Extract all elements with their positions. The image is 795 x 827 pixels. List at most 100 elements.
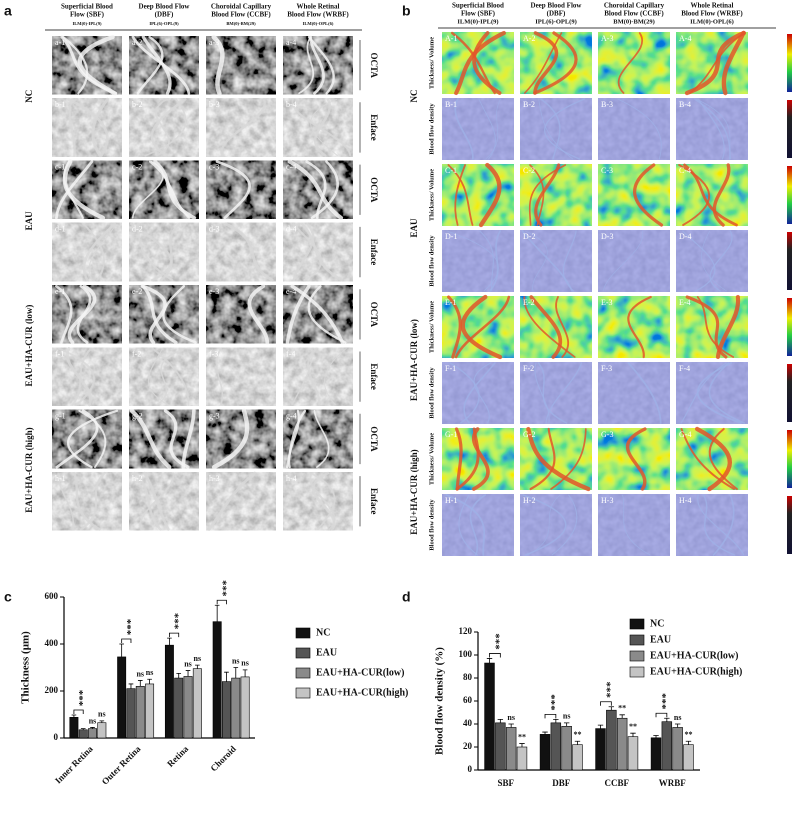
vessel [312, 471, 336, 531]
vessel [136, 35, 164, 95]
tile-label: F-1 [445, 364, 456, 373]
vessel [324, 347, 347, 406]
error-bar [185, 670, 191, 677]
vessel [555, 296, 570, 358]
tile-label: h-2 [132, 474, 143, 483]
significance-label: ns [194, 654, 202, 663]
vessel [544, 98, 586, 160]
column-subtitle: IPL(6)-OPL(9) [149, 21, 179, 26]
vessel [521, 230, 573, 292]
error-bar [674, 723, 681, 728]
significance-label: ** [573, 730, 581, 739]
vessel [141, 284, 178, 345]
legend-label: EAU+HA-CUR(high) [316, 687, 408, 698]
x-tick-label: Retina [165, 743, 190, 768]
vessel [446, 230, 499, 292]
column-title: Choroidal Capillary [211, 3, 272, 11]
map-image [520, 494, 592, 556]
bar [683, 744, 694, 771]
octa-image [206, 160, 276, 219]
vessel [485, 98, 501, 160]
vessel [290, 284, 345, 345]
tile-label: b-1 [55, 100, 66, 109]
panel-letter: d [402, 589, 411, 605]
significance-label: ns [89, 716, 97, 725]
vessel [291, 98, 352, 157]
vessel [697, 494, 745, 556]
bar [240, 676, 250, 739]
vessel [712, 494, 735, 556]
column-title: Superficial Blood [61, 3, 113, 11]
x-tick-label: WRBF [659, 778, 687, 788]
vessel [454, 295, 511, 359]
column-title: Choroidal Capillary [604, 2, 665, 10]
row-type-label: Blood flow density [428, 235, 435, 287]
bar [126, 688, 136, 739]
tile-label: E-2 [523, 298, 535, 307]
vessel [211, 408, 250, 470]
error-bar [497, 719, 504, 723]
tile-label: H-3 [601, 496, 613, 505]
vessel [78, 409, 107, 469]
tile-label: a-1 [55, 38, 65, 47]
legend-label: NC [316, 627, 330, 638]
x-tick-label: SBF [497, 778, 514, 788]
vessel [88, 223, 117, 281]
x-tick-label: Inner Retina [53, 743, 95, 785]
vessel [534, 362, 550, 424]
y-tick-label: 40 [463, 718, 473, 728]
bar [164, 644, 174, 739]
color-bar [787, 298, 792, 356]
y-tick-label: 0 [468, 764, 473, 774]
octa-image [206, 409, 276, 469]
panel-letter: a [4, 3, 12, 19]
vessel [680, 362, 727, 424]
vessel [708, 362, 746, 424]
vessel [57, 347, 95, 406]
significance-label: *** [545, 694, 557, 711]
vessel [163, 409, 190, 469]
color-bar [787, 34, 792, 92]
significance-label: ns [146, 668, 154, 677]
legend-swatch [295, 667, 311, 679]
vessel [62, 159, 106, 221]
vessel [522, 494, 567, 556]
vessel [207, 471, 257, 531]
tile-label: c-2 [132, 162, 142, 171]
significance-label: ns [98, 710, 106, 719]
bar [135, 685, 145, 739]
significance-label: ns [136, 669, 144, 678]
map-image [676, 494, 748, 556]
vessel [709, 230, 733, 292]
octa-image [52, 347, 122, 406]
error-bar [653, 735, 659, 738]
map-image [442, 164, 514, 226]
column-title: Blood Flow (CCBF) [211, 11, 271, 19]
bar [174, 677, 184, 739]
error-bar [80, 728, 86, 730]
bar [516, 746, 528, 771]
vessel [307, 347, 321, 406]
bar [672, 727, 683, 771]
map-image [442, 98, 514, 160]
vessel [57, 472, 75, 531]
color-bar [787, 496, 792, 554]
vessel [447, 295, 462, 359]
column-title: Whole Retinal [691, 2, 734, 10]
vessel [689, 32, 746, 94]
vessel [454, 30, 506, 96]
row-type-label: Enface [369, 239, 379, 265]
group-label: EAU+HA-CUR (high) [409, 449, 419, 534]
bar [627, 736, 639, 771]
bar [117, 656, 127, 739]
column-title: Superficial Blood [452, 2, 504, 10]
bar [572, 744, 583, 771]
bar [222, 681, 231, 739]
tile-label: a-4 [286, 38, 296, 47]
color-bar [787, 166, 792, 224]
color-bar [787, 364, 792, 422]
column-subtitle: ILM(0)-OPL(6) [690, 18, 734, 25]
column-title: (DBF) [547, 10, 566, 18]
vessel [680, 428, 735, 490]
